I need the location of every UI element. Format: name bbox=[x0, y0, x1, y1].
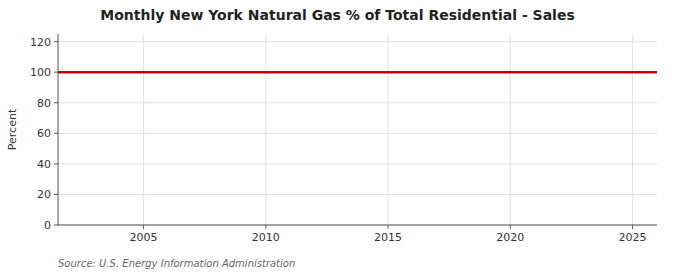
grid-line bbox=[632, 34, 633, 225]
axes: 2005 2010 2015 2020 2025 0 20 40 60 80 100 120 bbox=[30, 34, 657, 244]
x-tick-label: 2020 bbox=[496, 231, 524, 244]
y-tick-label: 20 bbox=[37, 188, 51, 201]
grid-line bbox=[510, 34, 511, 225]
chart: Monthly New York Natural Gas % of Total … bbox=[0, 0, 675, 275]
y-tick-label: 100 bbox=[30, 66, 51, 79]
grid-line bbox=[58, 194, 657, 195]
grid-line bbox=[58, 163, 657, 164]
y-tick bbox=[54, 72, 58, 73]
y-axis-label: Percent bbox=[6, 108, 19, 150]
y-tick bbox=[54, 41, 58, 42]
grid-line bbox=[388, 34, 389, 225]
grid-line bbox=[58, 102, 657, 103]
title: Monthly New York Natural Gas % of Total … bbox=[100, 7, 575, 23]
y-tick-label: 60 bbox=[37, 127, 51, 140]
grid-line bbox=[58, 225, 657, 226]
y-tick-label: 0 bbox=[44, 219, 51, 232]
plot-area bbox=[58, 72, 657, 73]
x-tick bbox=[510, 225, 511, 229]
y-tick-label: 40 bbox=[37, 158, 51, 171]
grid-line bbox=[58, 72, 657, 73]
x-tick bbox=[388, 225, 389, 229]
grid-line bbox=[143, 34, 144, 225]
x-tick-label: 2010 bbox=[252, 231, 280, 244]
y-tick bbox=[54, 163, 58, 164]
x-tick-label: 2015 bbox=[374, 231, 402, 244]
y-tick bbox=[54, 225, 58, 226]
x-tick-label: 2005 bbox=[130, 231, 158, 244]
x-tick-label: 2025 bbox=[619, 231, 647, 244]
y-axis-line bbox=[58, 34, 59, 225]
source: Source: U.S. Energy Information Administ… bbox=[58, 258, 295, 269]
grid-line bbox=[58, 41, 657, 42]
grid bbox=[58, 34, 657, 225]
x-tick bbox=[265, 225, 266, 229]
y-tick-label: 80 bbox=[37, 97, 51, 110]
x-tick bbox=[632, 225, 633, 229]
y-tick-label: 120 bbox=[30, 36, 51, 49]
x-axis-line bbox=[58, 225, 657, 226]
x-tick bbox=[143, 225, 144, 229]
y-tick bbox=[54, 194, 58, 195]
line bbox=[58, 71, 657, 74]
grid-line bbox=[265, 34, 266, 225]
grid-line bbox=[58, 133, 657, 134]
y-tick bbox=[54, 102, 58, 103]
y-tick bbox=[54, 133, 58, 134]
